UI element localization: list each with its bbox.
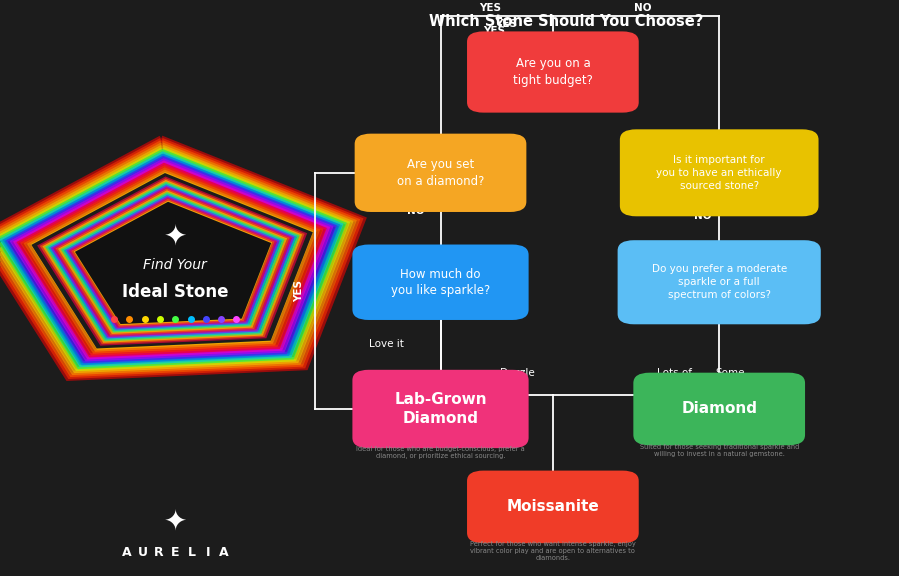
Text: Lots of
sparkle: Lots of sparkle	[655, 368, 693, 389]
Text: YES: YES	[494, 19, 517, 29]
Text: ✦: ✦	[164, 507, 187, 535]
Polygon shape	[31, 173, 313, 348]
Text: L: L	[188, 547, 195, 559]
Text: Some
shimmer: Some shimmer	[707, 368, 753, 389]
Text: YES: YES	[484, 26, 505, 36]
Text: NO: NO	[694, 211, 712, 221]
Text: Lab-Grown
Diamond: Lab-Grown Diamond	[394, 392, 487, 426]
Text: YES: YES	[294, 280, 304, 302]
Text: Ideal Stone: Ideal Stone	[122, 283, 228, 301]
FancyBboxPatch shape	[352, 245, 529, 320]
Text: NO: NO	[406, 206, 424, 216]
FancyBboxPatch shape	[467, 32, 638, 113]
Text: A: A	[219, 547, 228, 559]
FancyBboxPatch shape	[354, 134, 526, 212]
Text: U: U	[138, 547, 148, 559]
Text: R: R	[155, 547, 164, 559]
Text: Are you on a
tight budget?: Are you on a tight budget?	[513, 57, 592, 87]
Text: A: A	[122, 547, 131, 559]
Text: Is it important for
you to have an ethically
sourced stone?: Is it important for you to have an ethic…	[656, 155, 782, 191]
FancyBboxPatch shape	[618, 240, 821, 324]
FancyBboxPatch shape	[620, 130, 818, 217]
Text: Ideal for those who are budget-conscious, prefer a
diamond, or prioritize ethica: Ideal for those who are budget-conscious…	[356, 446, 525, 460]
Text: NO: NO	[634, 3, 652, 13]
Text: Suited for those seeking traditional sparkle and
willing to invest in a natural : Suited for those seeking traditional spa…	[639, 444, 799, 457]
Text: YES: YES	[479, 3, 501, 13]
Text: Perfect for those who want intense sparkle, enjoy
vibrant color play and are ope: Perfect for those who want intense spark…	[470, 541, 636, 562]
FancyBboxPatch shape	[352, 370, 529, 448]
Text: ✦: ✦	[164, 222, 187, 250]
Polygon shape	[75, 202, 271, 324]
Text: Love it: Love it	[369, 339, 404, 349]
Text: Dazzle
me: Dazzle me	[500, 368, 534, 389]
Text: Which Stone Should You Choose?: Which Stone Should You Choose?	[429, 14, 704, 29]
Text: Diamond: Diamond	[681, 401, 757, 416]
Text: E: E	[171, 547, 180, 559]
Text: I: I	[205, 547, 210, 559]
FancyBboxPatch shape	[633, 373, 806, 445]
Text: Do you prefer a moderate
sparkle or a full
spectrum of colors?: Do you prefer a moderate sparkle or a fu…	[652, 264, 787, 300]
Text: How much do
you like sparkle?: How much do you like sparkle?	[391, 267, 490, 297]
Text: Moissanite: Moissanite	[506, 499, 600, 514]
Text: Are you set
on a diamond?: Are you set on a diamond?	[396, 158, 485, 188]
FancyBboxPatch shape	[467, 471, 638, 543]
Text: Find Your: Find Your	[144, 258, 207, 272]
